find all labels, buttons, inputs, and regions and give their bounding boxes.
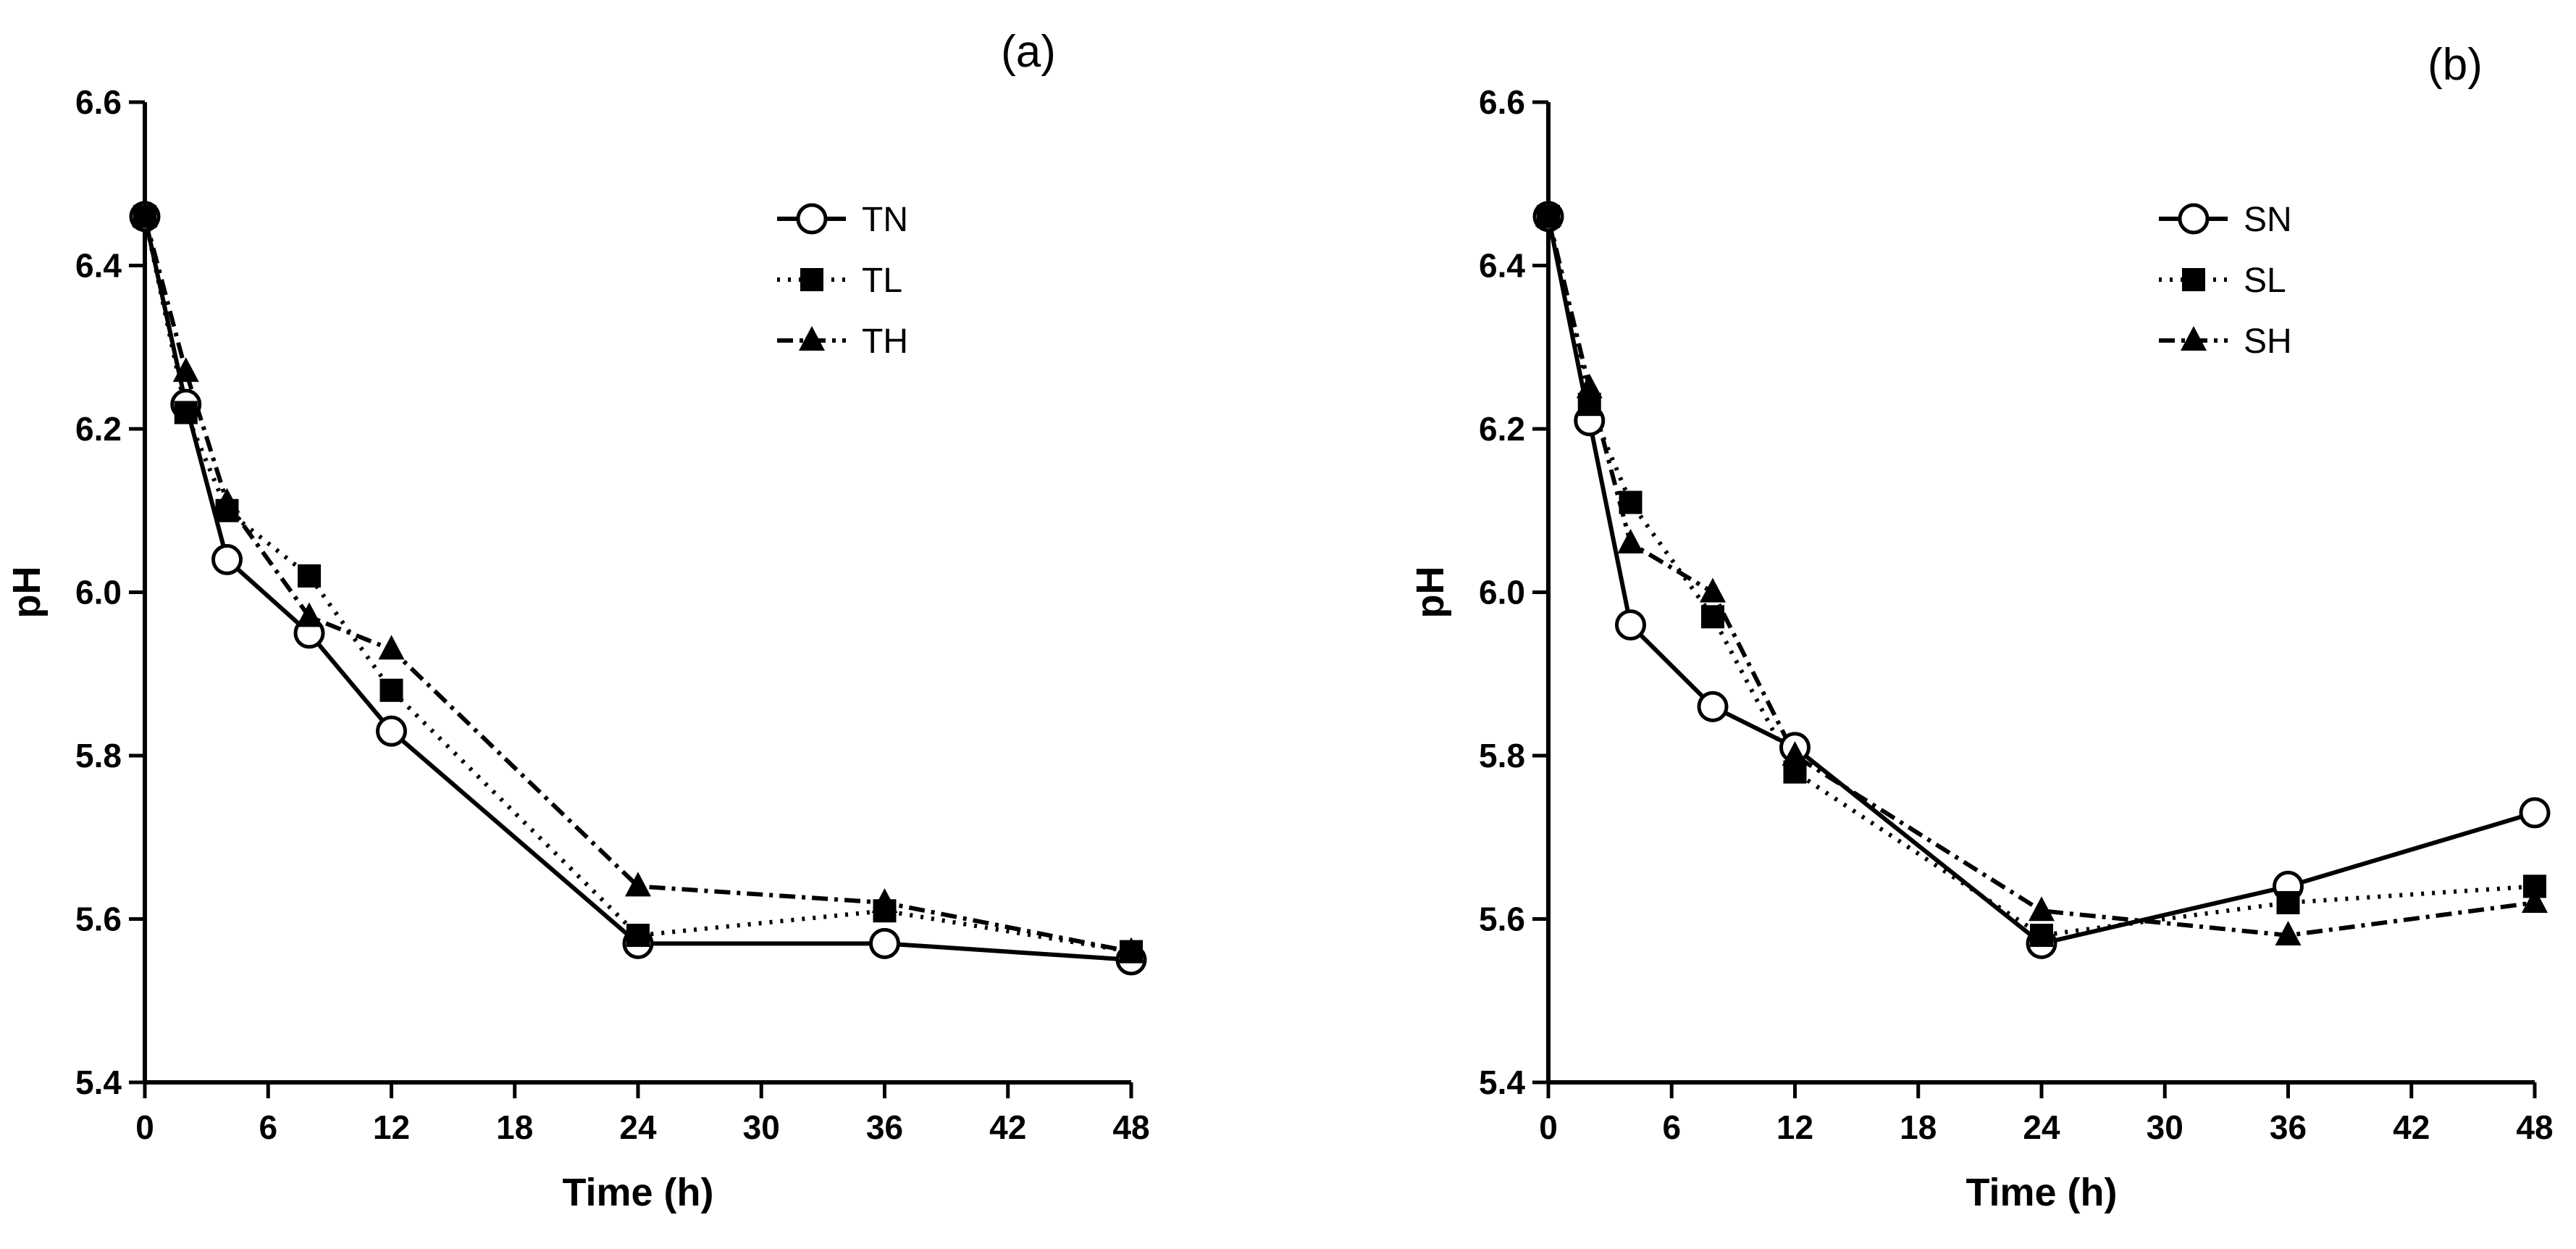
y-tick-label: 6.4 (1479, 247, 1525, 285)
data-point-sl (2030, 924, 2053, 948)
x-tick-label: 42 (2393, 1108, 2430, 1146)
legend-label-th: TH (862, 322, 908, 361)
legend-label-tn: TN (862, 201, 908, 239)
data-point-th (172, 357, 199, 383)
y-tick-label: 5.8 (1479, 737, 1525, 774)
series-line-tl (143, 216, 1132, 954)
y-axis-title: pH (1409, 567, 1452, 619)
data-point-sn (2519, 797, 2551, 829)
data-point-th (214, 488, 240, 513)
y-tick-label: 6.2 (1479, 410, 1525, 448)
series-line-tn (143, 216, 1132, 962)
x-tick-label: 18 (496, 1108, 533, 1146)
x-tick-label: 48 (1112, 1108, 1149, 1146)
legend-label-sl: SL (2244, 262, 2286, 300)
series-line-sl (1546, 216, 2535, 938)
x-axis-title: Time (h) (1965, 1171, 2117, 1214)
x-tick-label: 42 (989, 1108, 1026, 1146)
x-tick-label: 0 (1539, 1108, 1558, 1146)
data-point-sl (2276, 890, 2300, 914)
panel-label: (b) (2428, 40, 2483, 90)
legend-label-sh: SH (2244, 322, 2292, 361)
series-line-th (143, 216, 1132, 954)
y-axis-title: pH (5, 567, 49, 619)
x-tick-label: 0 (135, 1108, 154, 1146)
legend-marker-tn (796, 203, 828, 235)
legend-label-tl: TL (862, 262, 902, 300)
data-point-tl (379, 678, 403, 702)
x-tick-label: 24 (619, 1108, 657, 1146)
data-point-tl (298, 564, 321, 588)
x-tick-label: 30 (2147, 1108, 2183, 1146)
data-point-sh (2029, 896, 2055, 922)
x-tick-label: 12 (1776, 1108, 1813, 1146)
x-tick-label: 36 (866, 1108, 903, 1146)
data-point-tl (174, 401, 198, 425)
y-tick-label: 5.4 (1479, 1064, 1525, 1101)
panel-label: (a) (1001, 27, 1056, 77)
data-point-tn (376, 715, 407, 747)
y-tick-label: 5.6 (1479, 901, 1525, 938)
series-line-sh (1546, 216, 2535, 938)
data-point-sl (1701, 605, 1724, 629)
data-point-sh (1700, 577, 1726, 603)
data-point-sh (2522, 887, 2548, 913)
x-axis-title: Time (h) (562, 1171, 713, 1214)
x-tick-label: 36 (2270, 1108, 2307, 1146)
legend-marker-th (799, 326, 825, 351)
data-point-th (132, 201, 158, 227)
y-tick-label: 6.6 (1479, 83, 1525, 121)
chart-panel-0: (a) 0 6 12 18 24 30 36 42 48 5.4 5.6 5.8 6.0 6.2 6.4 6.6… (5, 27, 1150, 1214)
data-point-tn (211, 543, 243, 575)
data-point-th (871, 887, 898, 913)
legend: TN TL TH (777, 201, 908, 361)
y-tick-label: 5.6 (75, 901, 122, 938)
x-tick-label: 48 (2516, 1108, 2553, 1146)
data-point-sn (1615, 609, 1646, 641)
y-tick-label: 5.8 (75, 737, 122, 774)
data-point-sh (1617, 528, 1644, 554)
x-tick-label: 6 (1662, 1108, 1681, 1146)
chart-panel-1: (b) 0 6 12 18 24 30 36 42 48 5.4 5.6 5.8 6.0 6.2 6.4 6.6… (1409, 40, 2554, 1214)
data-point-sh (1782, 741, 1808, 766)
x-tick-label: 18 (1900, 1108, 1937, 1146)
data-point-th (378, 635, 405, 660)
x-tick-label: 24 (2023, 1108, 2060, 1146)
legend-marker-sh (2181, 326, 2207, 351)
y-tick-label: 6.0 (75, 574, 122, 611)
data-point-tl (626, 924, 650, 948)
x-tick-label: 12 (373, 1108, 410, 1146)
legend-marker-tl (800, 268, 823, 291)
y-tick-label: 5.4 (75, 1064, 122, 1101)
x-tick-label: 6 (259, 1108, 277, 1146)
y-tick-label: 6.6 (75, 83, 122, 121)
x-tick-label: 30 (743, 1108, 780, 1146)
series-line-sn (1546, 216, 2535, 946)
data-point-sh (2275, 921, 2302, 946)
data-point-tn (869, 927, 900, 959)
y-tick-label: 6.0 (1479, 574, 1525, 611)
data-point-th (296, 602, 322, 627)
y-tick-label: 6.2 (75, 410, 122, 448)
data-point-th (625, 872, 651, 897)
legend: SN SL SH (2159, 201, 2292, 361)
legend-marker-sl (2182, 268, 2205, 291)
legend-label-sn: SN (2244, 201, 2292, 239)
data-point-th (1118, 937, 1144, 962)
data-point-sh (1576, 373, 1603, 398)
legend-marker-sn (2178, 203, 2210, 235)
data-point-sn (1697, 690, 1729, 722)
y-tick-label: 6.4 (75, 247, 122, 285)
data-point-sl (1619, 490, 1642, 514)
data-point-sh (1535, 201, 1561, 227)
